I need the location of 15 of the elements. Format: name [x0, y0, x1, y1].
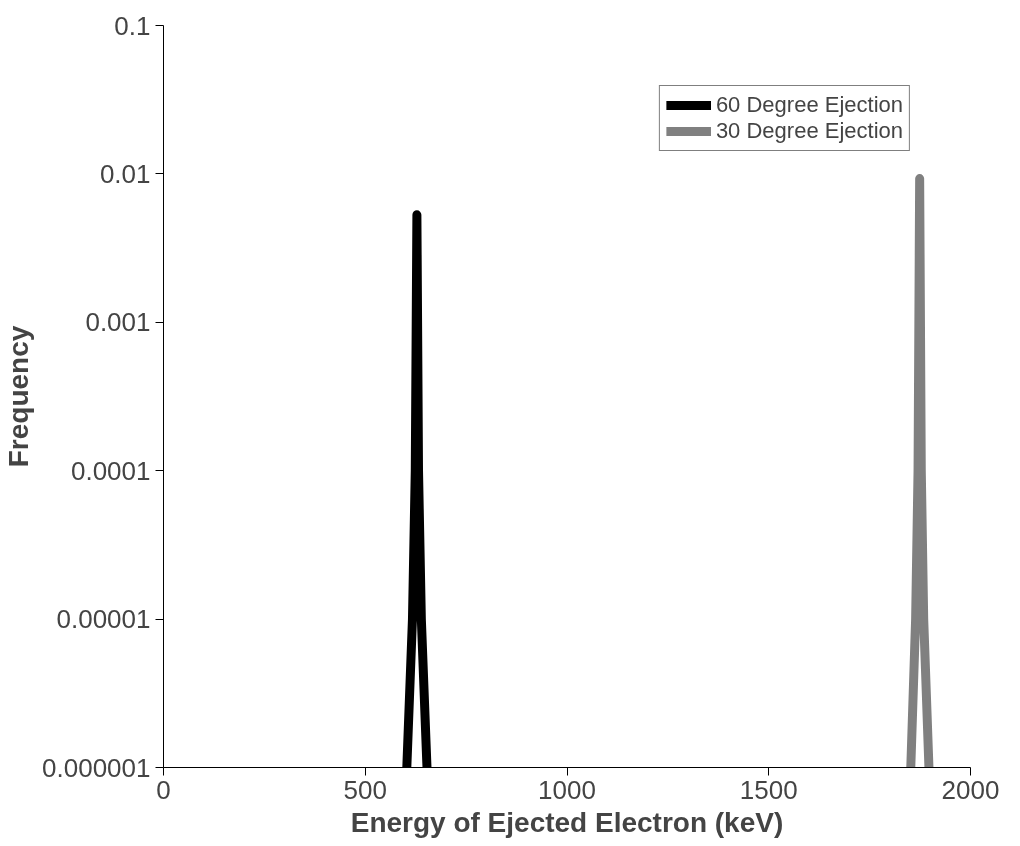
- legend-label: 30 Degree Ejection: [715, 118, 903, 144]
- y-tick-label: 0.0001: [70, 455, 151, 486]
- y-tick-label: 0.001: [85, 307, 151, 338]
- x-tick-label: 1500: [739, 774, 798, 805]
- y-tick-label: 0.000001: [42, 752, 151, 783]
- y-tick-label: 0.00001: [56, 604, 151, 635]
- x-tick-label: 0: [156, 774, 171, 805]
- x-axis-title: Energy of Ejected Electron (keV): [350, 806, 784, 838]
- y-axis-title: Frequency: [3, 325, 35, 468]
- x-tick-label: 1000: [538, 774, 596, 805]
- y-tick-label: 0.1: [114, 10, 151, 41]
- x-tick-label: 500: [343, 774, 387, 805]
- x-tick-label: 2000: [941, 774, 1000, 805]
- legend-label: 60 Degree Ejection: [715, 92, 903, 118]
- y-tick-label: 0.01: [99, 158, 151, 189]
